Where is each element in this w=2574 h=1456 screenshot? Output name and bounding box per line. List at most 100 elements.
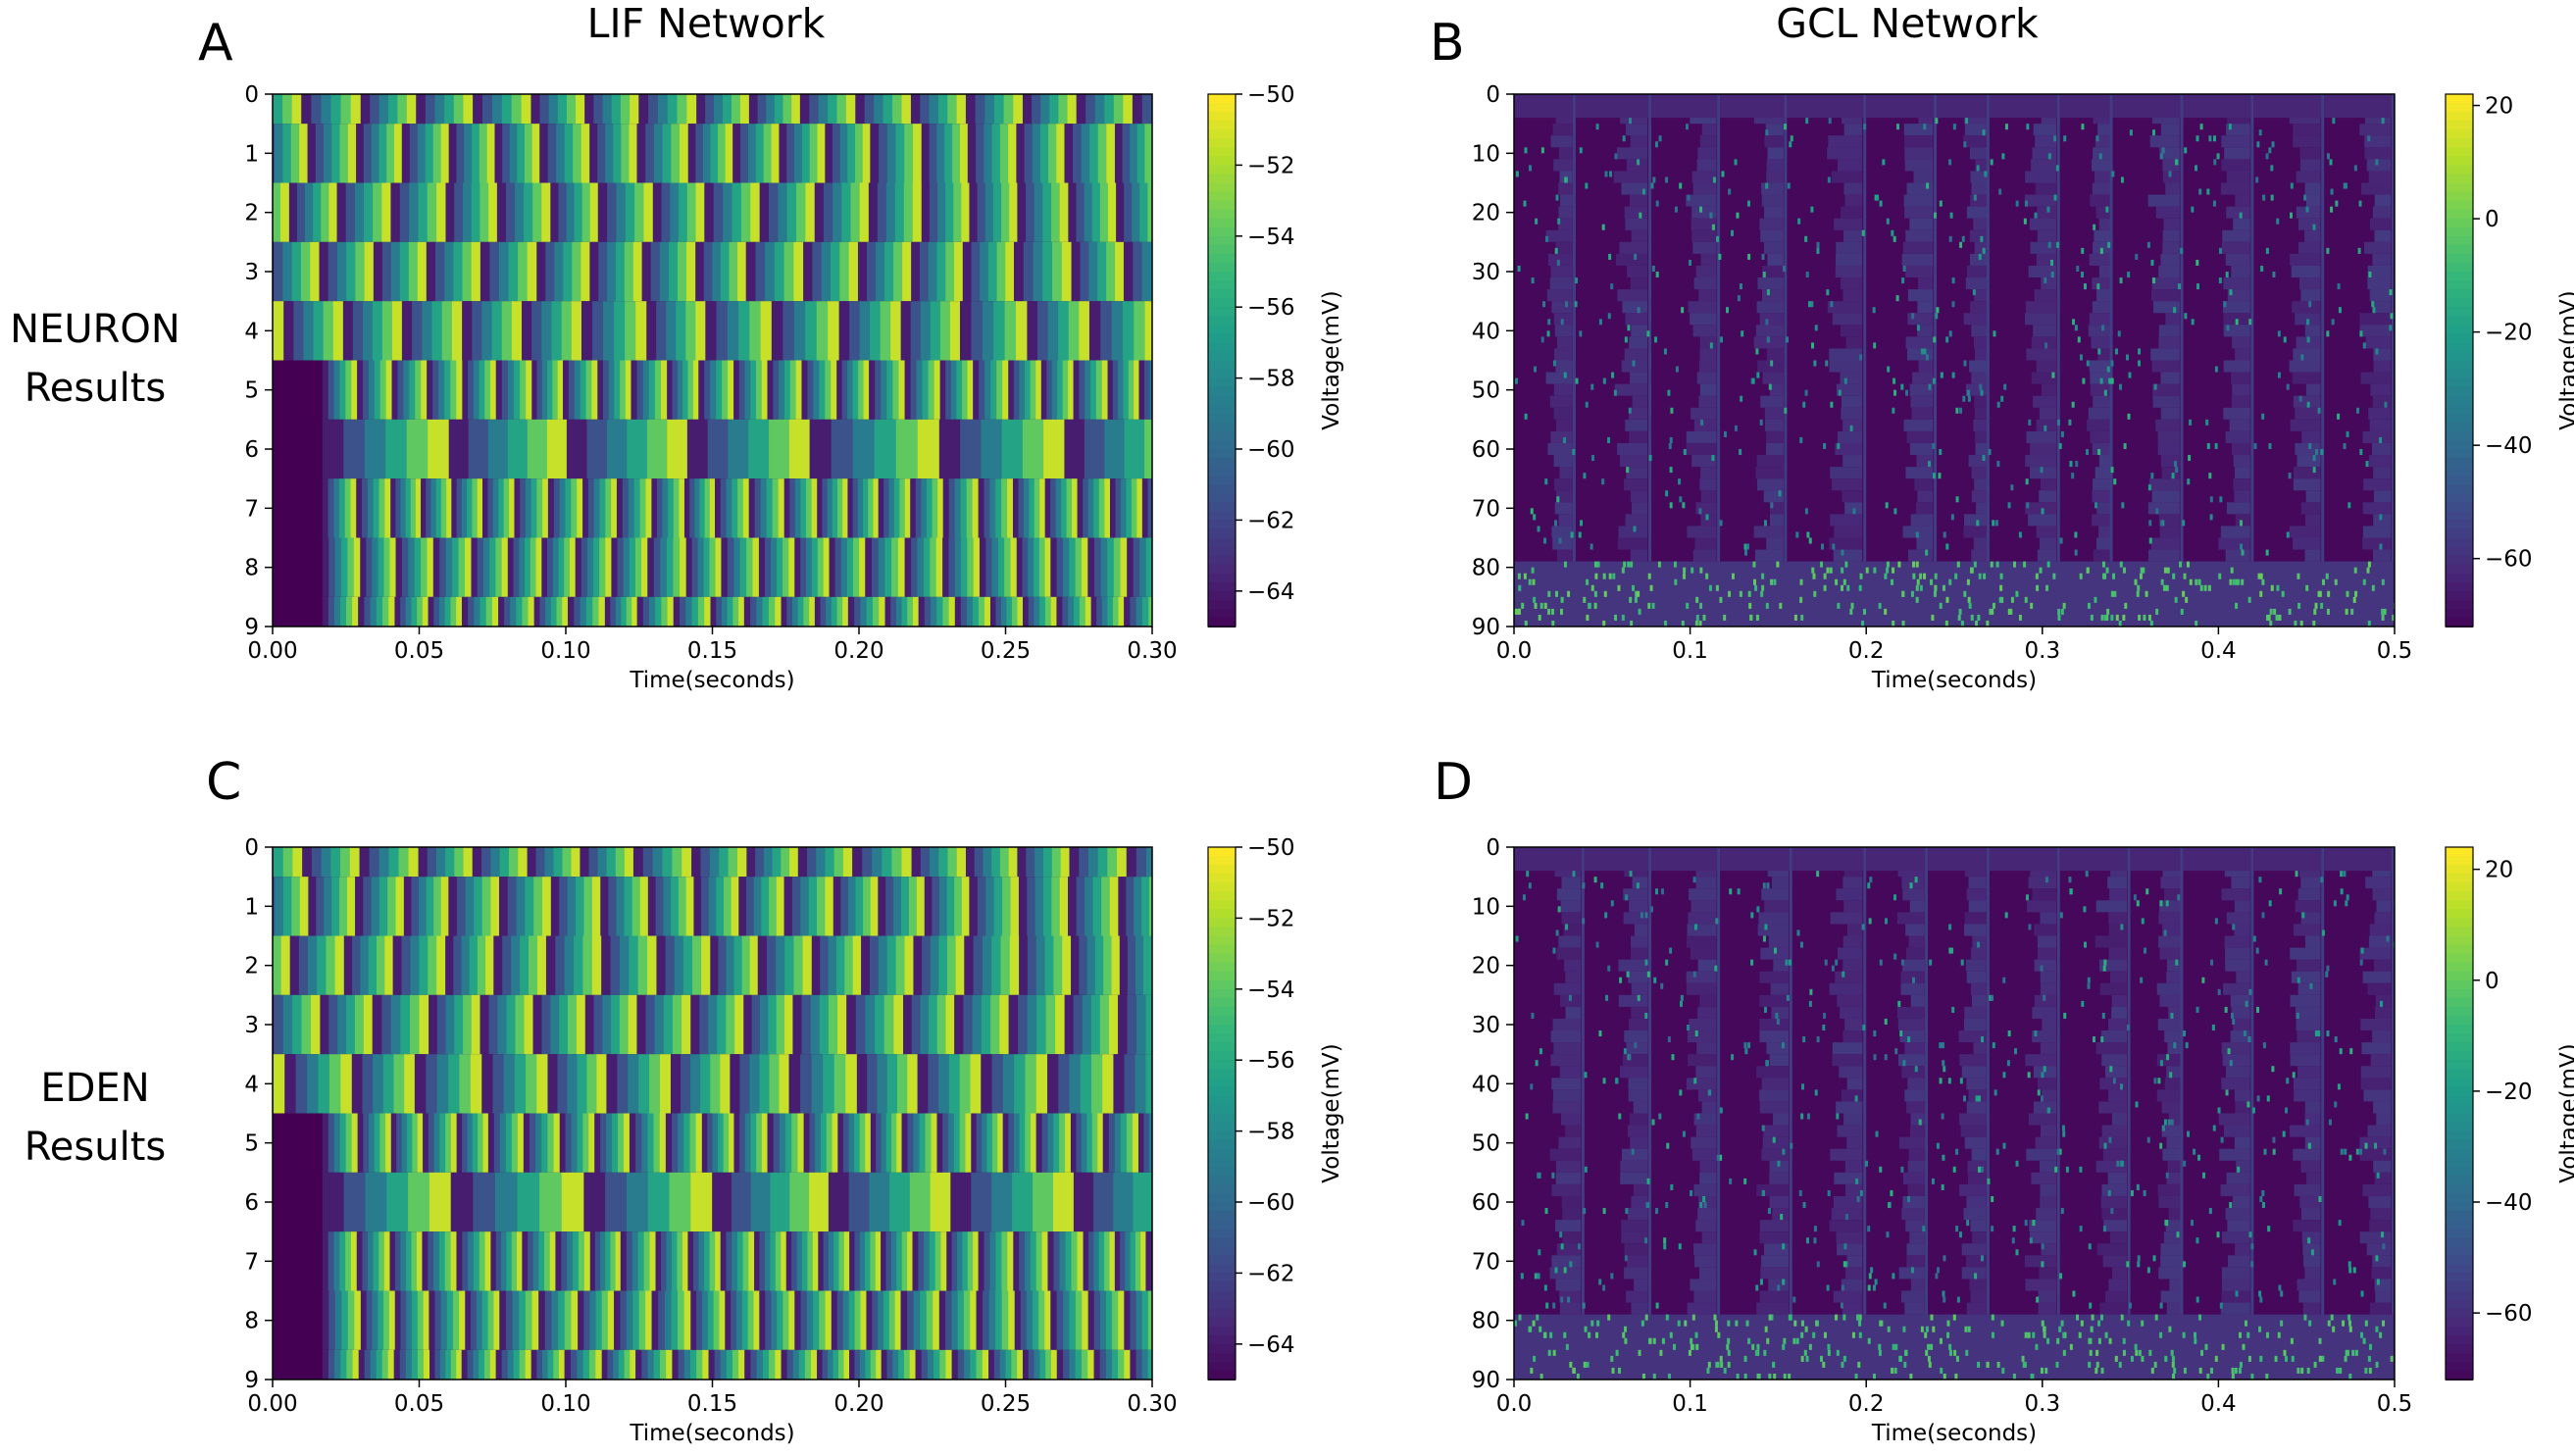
heatmap-cell: [807, 847, 817, 878]
heatmap-cell: [738, 877, 747, 936]
heatmap-cell: [1759, 1231, 1790, 1244]
heatmap-cell: [1903, 419, 1934, 431]
heatmap-cell: [2234, 1136, 2250, 1149]
heatmap-cell: [2375, 1006, 2392, 1019]
heatmap-cell: [334, 1349, 341, 1380]
heatmap-cell: [492, 478, 499, 538]
heatmap-cell: [1699, 994, 1717, 1007]
heatmap-cell: [2165, 182, 2180, 195]
heatmap-cell: [2358, 200, 2362, 207]
heatmap-cell: [1963, 313, 1988, 326]
heatmap-cell: [386, 124, 395, 183]
colorbar-segment: [1208, 1334, 1236, 1345]
heatmap-cell: [2038, 1290, 2057, 1303]
heatmap-cell: [1830, 401, 1834, 408]
heatmap-cell: [383, 1231, 391, 1291]
heatmap-cell: [2182, 520, 2186, 527]
heatmap-cell: [728, 419, 749, 479]
heatmap-cell: [671, 877, 680, 936]
heatmap-cell: [792, 1349, 800, 1380]
x-tick-label: 0.25: [981, 1391, 1031, 1417]
heatmap-cell: [915, 1349, 923, 1380]
heatmap-cell: [1003, 94, 1014, 125]
heatmap-cell: [379, 1113, 386, 1173]
heatmap-cell: [373, 241, 383, 302]
colorbar-tick-label: −54: [1247, 978, 1295, 1003]
heatmap-cell: [362, 1231, 369, 1291]
heatmap-cell: [2290, 994, 2321, 1007]
heatmap-cell: [2065, 1166, 2069, 1173]
heatmap-cell: [2090, 383, 2110, 396]
heatmap-cell: [1856, 1195, 1860, 1202]
heatmap-cell: [875, 1231, 882, 1291]
heatmap-cell: [1915, 596, 1919, 603]
heatmap-cell: [1863, 847, 1867, 1315]
heatmap-cell: [366, 1290, 374, 1350]
heatmap-cell: [2099, 982, 2128, 995]
heatmap-cell: [2227, 1255, 2250, 1268]
heatmap-cell: [438, 1231, 446, 1291]
heatmap-cell: [333, 360, 341, 420]
heatmap-cell: [553, 1349, 560, 1380]
x-tick-label: 0.1: [1672, 638, 1708, 664]
heatmap-cell: [324, 877, 332, 936]
heatmap-cell: [626, 1231, 633, 1291]
colorbar-segment: [1208, 555, 1236, 566]
heatmap-cell: [2034, 959, 2057, 972]
heatmap-cell: [878, 478, 884, 538]
heatmap-cell: [1928, 383, 1932, 390]
heatmap-cell: [2275, 614, 2279, 621]
heatmap-cell: [993, 301, 1006, 361]
heatmap-cell: [596, 1054, 608, 1114]
colorbar-segment: [1208, 333, 1236, 344]
heatmap-cell: [2113, 478, 2117, 485]
heatmap-cell: [2268, 442, 2272, 449]
heatmap-cell: [489, 241, 500, 302]
heatmap-cell: [1148, 1113, 1152, 1173]
heatmap-cell: [996, 241, 1006, 302]
heatmap-cell: [1616, 253, 1648, 266]
heatmap-cell: [2056, 94, 2060, 562]
heatmap-cell: [800, 1290, 808, 1350]
heatmap-cell: [1518, 584, 1522, 591]
heatmap-cell: [419, 877, 428, 936]
heatmap-cell: [1118, 1290, 1125, 1350]
heatmap-cell: [2034, 1030, 2038, 1037]
heatmap-cell: [2149, 620, 2153, 627]
heatmap-cell: [2370, 1208, 2392, 1221]
heatmap-cell: [683, 1113, 691, 1173]
heatmap-cell: [2025, 894, 2029, 901]
heatmap-cell: [881, 1113, 887, 1173]
heatmap-cell: [452, 537, 460, 597]
heatmap-cell: [2033, 124, 2057, 136]
heatmap-cell: [440, 124, 450, 183]
heatmap-cell: [1719, 1154, 1723, 1161]
heatmap-cell: [1135, 935, 1144, 995]
heatmap-cell: [1556, 419, 1573, 431]
heatmap-cell: [1748, 602, 1752, 609]
heatmap-cell: [354, 1290, 362, 1350]
heatmap-cell: [727, 301, 739, 361]
heatmap-cell: [429, 1290, 436, 1350]
heatmap-cell: [576, 994, 586, 1055]
heatmap-cell: [1989, 94, 2057, 119]
y-tick-label: 5: [244, 378, 259, 404]
heatmap-cell: [1992, 520, 1995, 527]
heatmap-cell: [426, 478, 432, 538]
heatmap-cell: [954, 537, 962, 597]
heatmap-cell: [707, 1113, 714, 1173]
heatmap-cell: [1517, 608, 1521, 615]
heatmap-cell: [369, 847, 380, 878]
heatmap-cell: [828, 994, 838, 1055]
heatmap-cell: [2083, 941, 2087, 948]
heatmap-cell: [1861, 924, 1865, 930]
heatmap-cell: [601, 1290, 609, 1350]
heatmap-cell: [409, 360, 416, 420]
heatmap-cell: [2136, 900, 2140, 907]
heatmap-cell: [1014, 1290, 1022, 1350]
heatmap-cell: [2079, 573, 2083, 579]
heatmap-cell: [926, 1290, 934, 1350]
heatmap-cell: [954, 478, 962, 538]
heatmap-cell: [1638, 608, 1641, 615]
heatmap-cell: [310, 994, 321, 1055]
